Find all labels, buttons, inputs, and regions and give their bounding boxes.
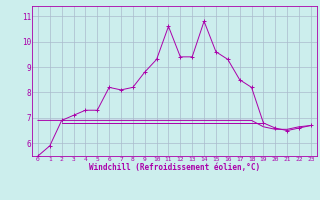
X-axis label: Windchill (Refroidissement éolien,°C): Windchill (Refroidissement éolien,°C): [89, 163, 260, 172]
